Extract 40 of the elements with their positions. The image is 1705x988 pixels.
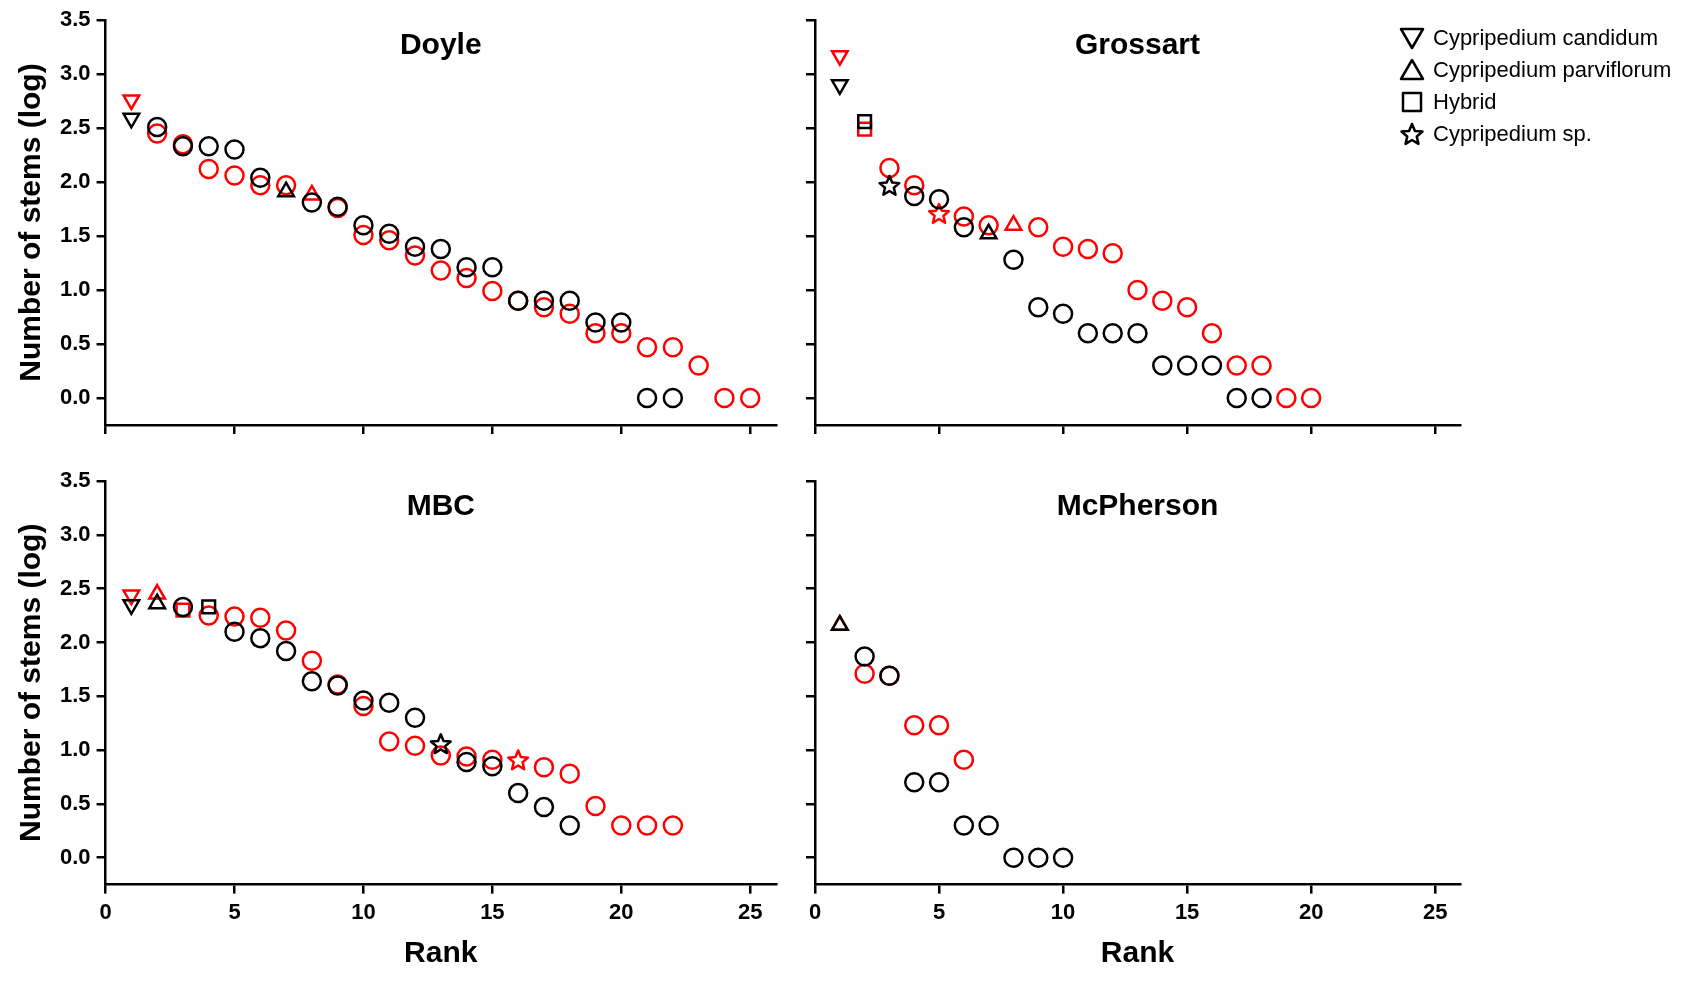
y-tick-label: 2.0 [59, 168, 91, 194]
x-tick-label: 15 [1174, 898, 1200, 924]
y-tick-label: 2.0 [59, 628, 91, 654]
x-tick-label: 0 [808, 898, 822, 924]
x-tick-label: 25 [737, 898, 763, 924]
y-tick-label: 0.0 [59, 384, 91, 410]
x-tick-label: 15 [480, 898, 505, 924]
legend-label: Cypripedium parviflorum [1433, 57, 1672, 83]
x-tick-label: 10 [1050, 898, 1076, 924]
x-tick-label: 20 [1298, 898, 1324, 924]
chart-title: Grossart [1074, 27, 1201, 61]
legend-label: Hybrid [1433, 89, 1497, 115]
y-tick-label: 3.5 [59, 467, 91, 493]
y-tick-label: 3.0 [59, 60, 91, 86]
y-axis-title: Number of stems (log) [13, 523, 47, 842]
chart-title: MBC [406, 488, 475, 522]
chart-title: Doyle [399, 27, 482, 61]
x-tick-label: 5 [932, 898, 946, 924]
y-tick-label: 1.5 [59, 222, 91, 248]
y-tick-label: 1.0 [59, 736, 91, 762]
y-tick-label: 0.5 [59, 330, 91, 356]
legend-label: Cypripedium candidum [1433, 25, 1658, 51]
x-axis-title: Rank [1100, 935, 1175, 969]
chart-title: McPherson [1056, 488, 1219, 522]
y-tick-label: 0.5 [59, 789, 91, 815]
x-tick-label: 25 [1422, 898, 1448, 924]
legend-label: Cypripedium sp. [1433, 121, 1592, 147]
x-tick-label: 20 [609, 898, 634, 924]
y-axis-title: Number of stems (log) [13, 63, 47, 382]
y-tick-label: 1.0 [59, 276, 91, 302]
x-tick-label: 10 [351, 898, 376, 924]
y-tick-label: 1.5 [59, 682, 91, 708]
y-tick-label: 2.5 [59, 114, 91, 140]
y-tick-label: 2.5 [59, 574, 91, 600]
x-tick-label: 5 [228, 898, 241, 924]
y-tick-label: 0.0 [59, 843, 91, 869]
x-axis-title: Rank [404, 935, 478, 969]
y-tick-label: 3.5 [59, 6, 91, 32]
y-tick-label: 3.0 [59, 520, 91, 546]
x-tick-label: 0 [99, 898, 112, 924]
